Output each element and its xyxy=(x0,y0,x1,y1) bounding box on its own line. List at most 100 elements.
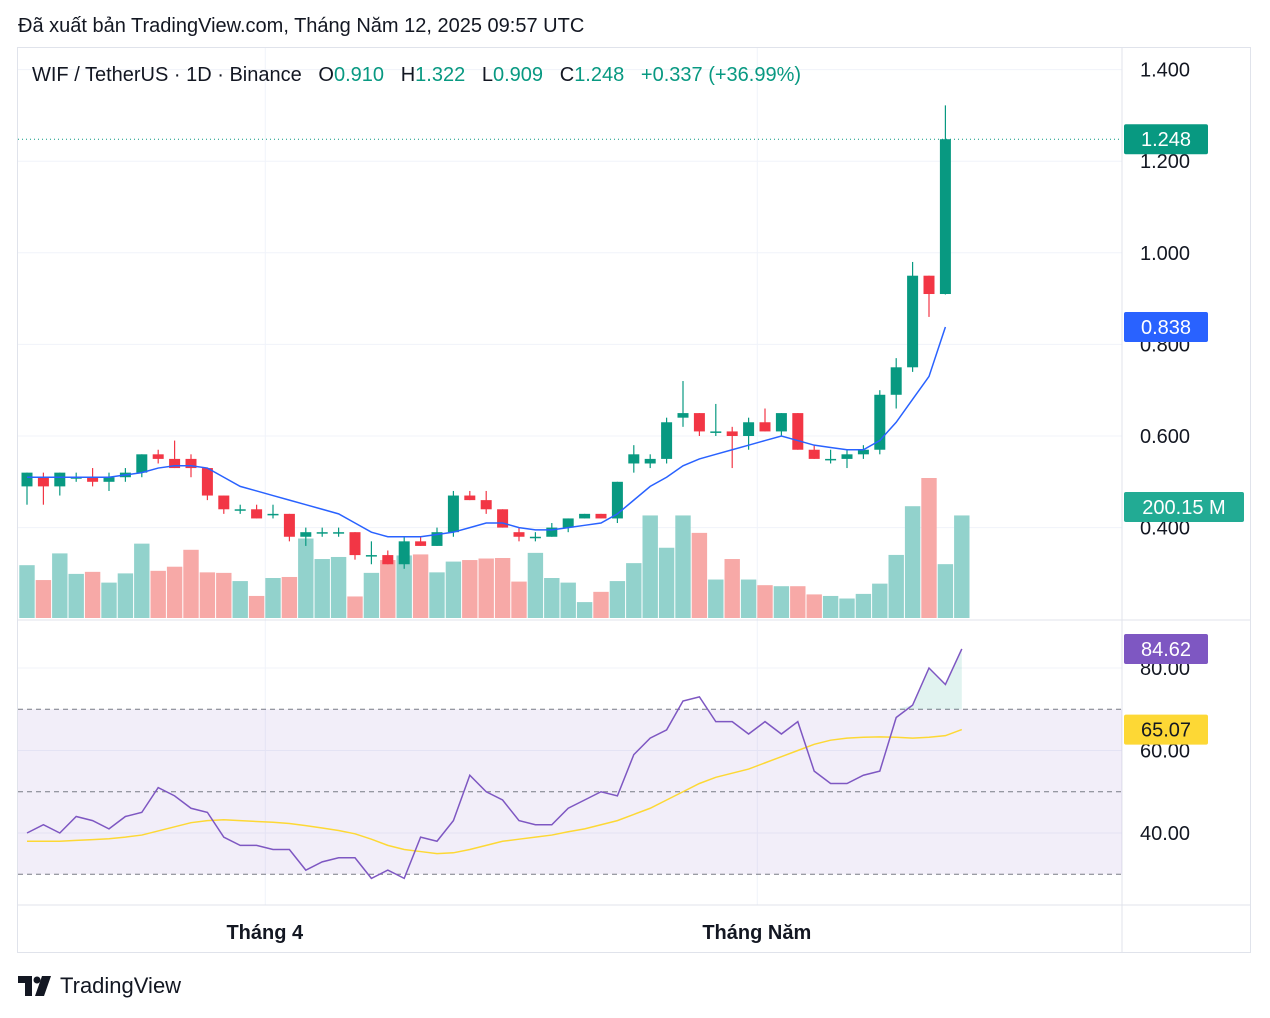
change-value: +0.337 (+36.99%) xyxy=(640,64,802,86)
candle xyxy=(759,408,771,432)
candle xyxy=(54,472,66,496)
volume-bar xyxy=(806,594,822,618)
volume-bar xyxy=(52,553,68,618)
brand-name: TradingView xyxy=(60,973,182,998)
candle xyxy=(907,261,919,372)
low-value: 0.909 xyxy=(493,64,544,86)
ohlc-legend: WIF / TetherUS · 1D · Binance O0.910 H1.… xyxy=(32,64,801,87)
volume-bar xyxy=(117,573,134,618)
candle-body xyxy=(415,541,427,546)
candle-body xyxy=(185,458,197,469)
candle-body xyxy=(562,518,574,528)
candle xyxy=(857,445,869,459)
candle xyxy=(825,449,837,464)
published-caption: Đã xuất bản TradingView.com, Tháng Năm 1… xyxy=(18,15,585,37)
candle-body xyxy=(644,458,656,464)
volume-bar xyxy=(314,559,330,618)
price-tick-label: 1.000 xyxy=(1140,243,1190,265)
volume-bar xyxy=(626,563,642,618)
volume-bar xyxy=(380,560,396,618)
volume-bar xyxy=(642,515,658,618)
volume-bar xyxy=(150,570,166,618)
candle-body xyxy=(841,454,853,459)
volume-bar xyxy=(954,515,970,618)
candle xyxy=(693,413,705,436)
tradingview-brand[interactable]: TradingView xyxy=(18,973,181,999)
candle-body xyxy=(726,431,738,436)
candle-body xyxy=(546,527,558,537)
candle-body xyxy=(447,495,459,533)
candle xyxy=(497,509,509,528)
candle xyxy=(37,472,49,505)
volume-bar xyxy=(101,582,117,618)
ma-badge-text: 0.838 xyxy=(1141,317,1191,339)
volume-badge: 200.15 M xyxy=(1124,492,1244,522)
candle xyxy=(365,541,377,565)
candle-body xyxy=(169,458,181,469)
chart-frame xyxy=(17,47,1251,953)
candle-body xyxy=(201,468,213,496)
candle xyxy=(808,445,820,459)
volume-bar xyxy=(888,554,904,618)
candle-body xyxy=(333,532,345,534)
rsi-overbought-fill xyxy=(896,648,962,710)
symbol-label[interactable]: WIF / TetherUS · 1D · Binance xyxy=(32,64,302,86)
candle-body xyxy=(710,431,722,433)
candle xyxy=(661,417,673,464)
volume-bar xyxy=(839,598,855,618)
rsi-ma-badge-bg xyxy=(1124,714,1208,745)
volume-bar xyxy=(691,532,708,618)
candle xyxy=(611,481,623,524)
candle-body xyxy=(218,495,230,510)
candle xyxy=(300,527,312,546)
candle xyxy=(103,472,115,491)
candle-body xyxy=(300,532,312,537)
volume-bar xyxy=(281,576,298,618)
volume-bar xyxy=(19,565,35,618)
candle-body xyxy=(464,495,476,501)
volume-bar xyxy=(35,580,52,618)
candle xyxy=(644,454,656,469)
volume-bar xyxy=(757,585,773,618)
volume-bar xyxy=(68,573,84,618)
volume-badge-text: 200.15 M xyxy=(1142,497,1225,519)
candle-body xyxy=(87,477,99,482)
volume-bar xyxy=(576,602,593,618)
candle xyxy=(464,490,476,501)
rsi-line xyxy=(26,648,963,880)
volume-bars xyxy=(19,478,970,618)
rsi-ma-badge-text: 65.07 xyxy=(1141,720,1191,742)
candle xyxy=(415,536,427,546)
last-price-badge-text: 1.248 xyxy=(1141,129,1191,151)
candle-body xyxy=(939,139,951,295)
candle-body xyxy=(628,454,640,464)
ma-badge: 0.838 xyxy=(1124,311,1208,342)
candle-body xyxy=(480,500,492,510)
candles xyxy=(18,105,1122,569)
volume-bar xyxy=(478,558,494,618)
last-price-badge-bg xyxy=(1124,124,1208,155)
time-tick-label: Tháng Năm xyxy=(702,922,811,944)
grid xyxy=(18,48,1250,952)
candle-body xyxy=(759,422,771,432)
volume-bar xyxy=(396,555,412,618)
volume-bar xyxy=(872,583,888,618)
volume-bar xyxy=(675,515,691,618)
candle xyxy=(628,445,640,473)
open-label: O xyxy=(318,64,334,86)
candle xyxy=(595,513,607,519)
volume-bar xyxy=(330,556,347,618)
candle-body xyxy=(152,454,164,459)
candle xyxy=(316,527,328,537)
candle xyxy=(136,454,148,478)
price-badges: 1.248 0.838 200.15 M 84.62 65.07 xyxy=(1124,124,1244,745)
candle-body xyxy=(825,458,837,461)
volume-bar xyxy=(248,595,265,618)
candle-body xyxy=(398,541,410,565)
volume-bar xyxy=(511,581,527,618)
candle xyxy=(529,532,541,542)
candle xyxy=(480,490,492,514)
volume-bar xyxy=(462,560,478,618)
candle xyxy=(398,536,410,569)
